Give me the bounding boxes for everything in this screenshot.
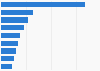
Bar [1, 41, 18, 46]
Bar [1, 56, 14, 61]
Bar [1, 25, 24, 30]
Bar [1, 64, 12, 69]
Bar [1, 2, 85, 7]
Bar [1, 17, 28, 23]
Bar [1, 48, 16, 54]
Bar [1, 33, 20, 38]
Bar [1, 10, 33, 15]
